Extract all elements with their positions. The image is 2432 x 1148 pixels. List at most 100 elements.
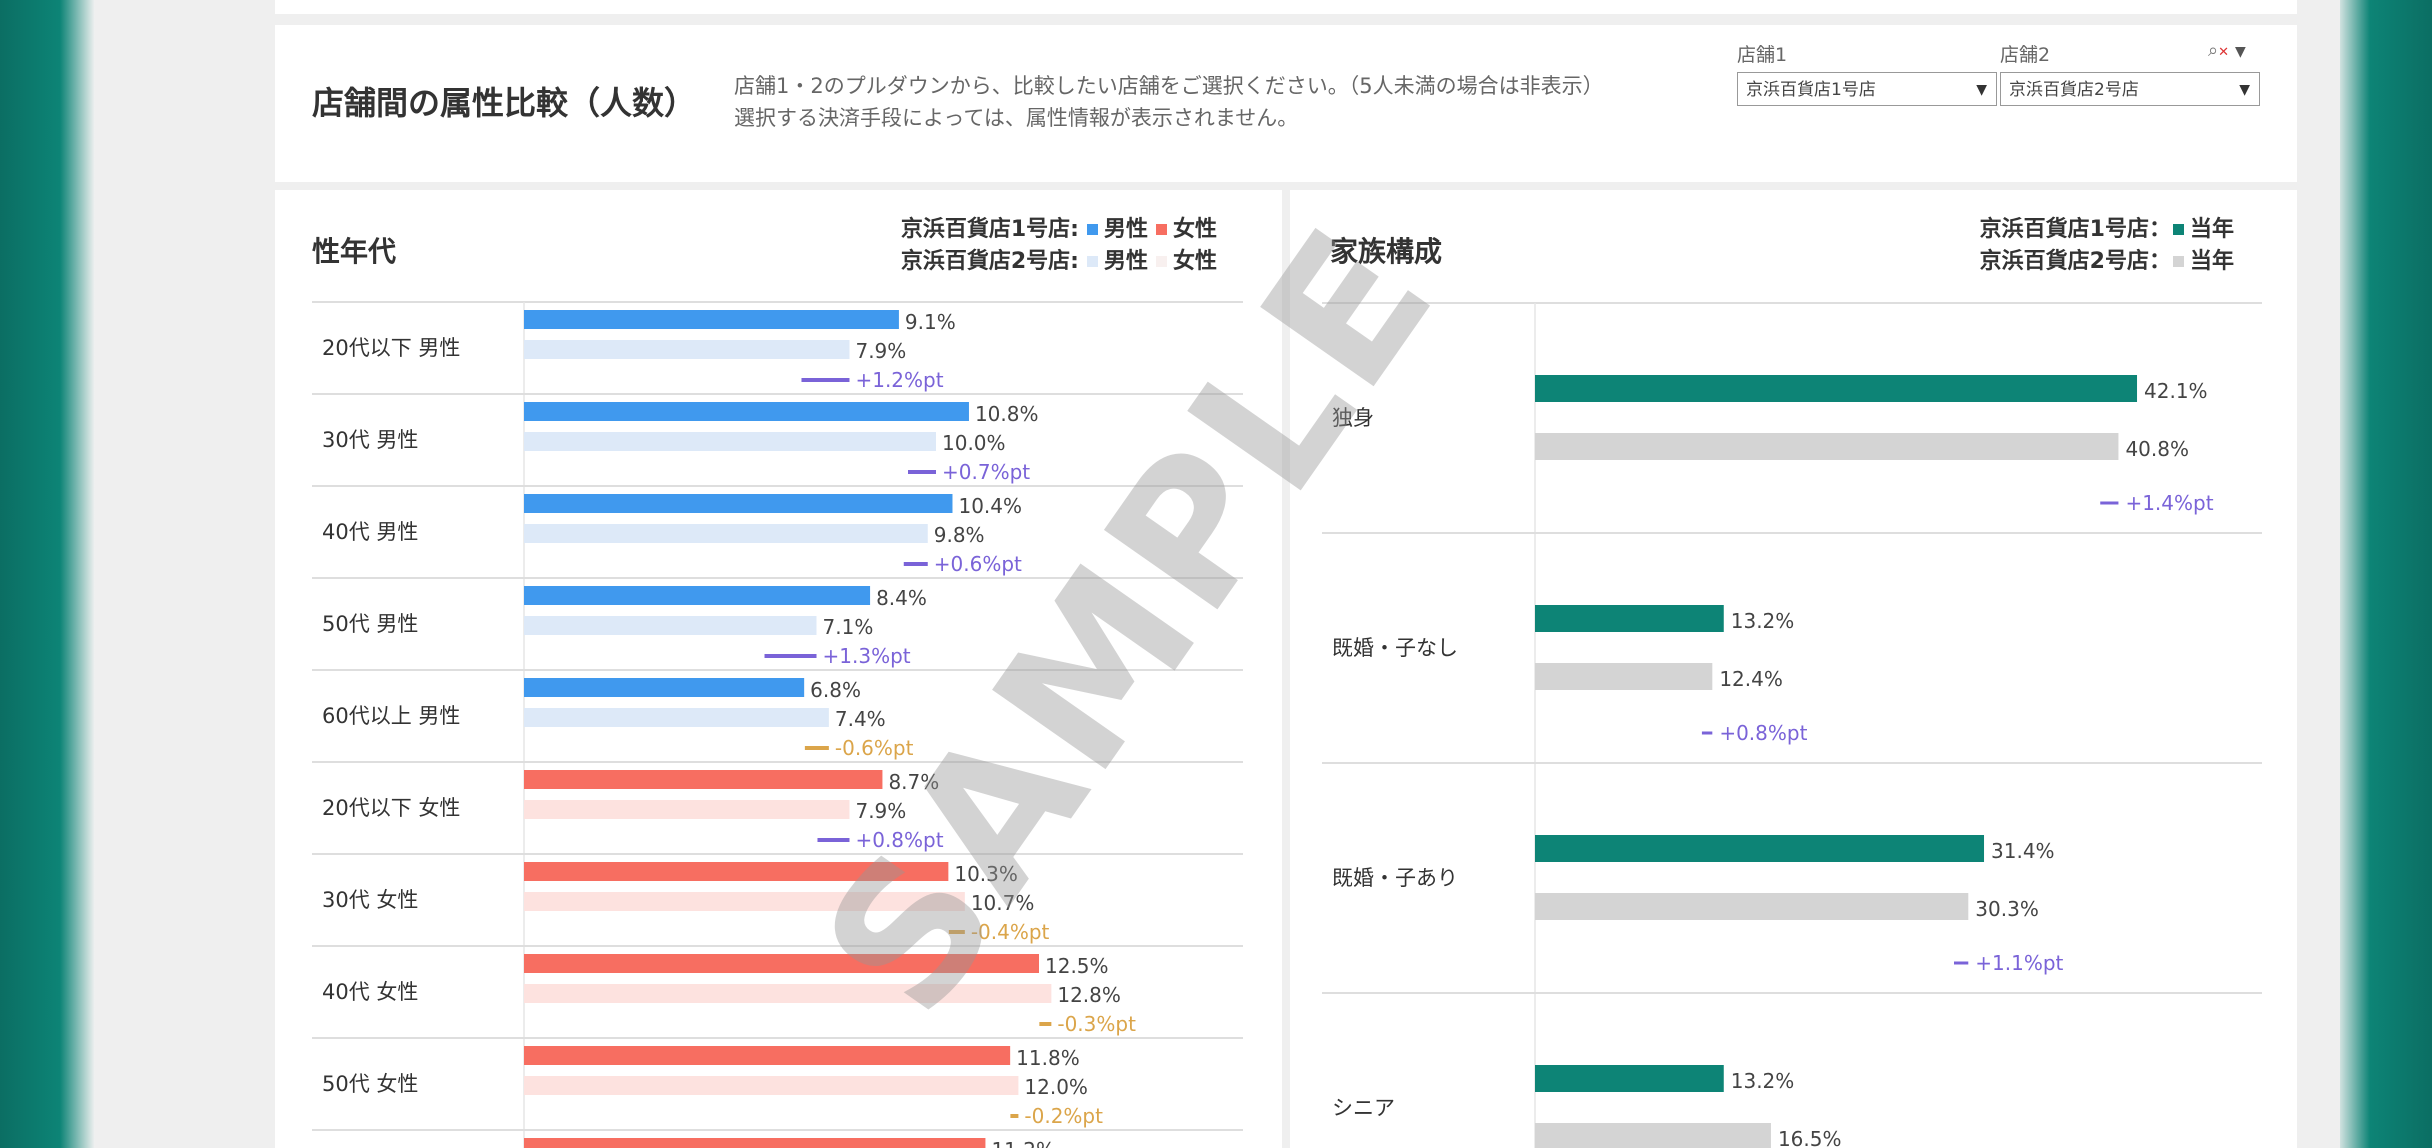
- legend-swatch: [1155, 255, 1167, 267]
- page-title: 店舗間の属性比較（人数）: [312, 84, 697, 122]
- bar-store2: [524, 524, 928, 543]
- legend-swatch: [2172, 255, 2184, 267]
- gender-age-title: 性年代: [312, 235, 397, 268]
- legend-female-label: 女性: [1172, 249, 1217, 274]
- store1-select[interactable]: 京浜百貨店1号店 ▼: [1737, 72, 1997, 106]
- value-label-store1: 42.1%: [2144, 379, 2208, 403]
- diff-label: -0.4%pt: [971, 920, 1050, 944]
- value-label-store2: 9.8%: [934, 523, 985, 547]
- store2-label: 店舗2: [2000, 44, 2051, 66]
- legend-row-store2: 京浜百貨店2号店： 当年: [1980, 246, 2234, 278]
- value-label-store2: 7.4%: [835, 707, 886, 731]
- diff-label: +0.7%pt: [942, 460, 1030, 484]
- category-label: 既婚・子なし: [1332, 636, 1458, 660]
- value-label-store1: 10.3%: [954, 862, 1018, 886]
- value-label-store1: 31.4%: [1991, 839, 2055, 863]
- category-label: 既婚・子あり: [1332, 866, 1458, 890]
- bar-store1: [524, 678, 805, 697]
- diff-label: +1.1%pt: [1975, 951, 2063, 975]
- legend-male-label: 男性: [1103, 249, 1148, 274]
- category-label: 40代 女性: [322, 980, 418, 1004]
- category-label: 30代 女性: [322, 888, 418, 912]
- category-label: 50代 男性: [322, 612, 418, 636]
- value-label-store2: 7.1%: [823, 615, 874, 639]
- legend-row-store2: 京浜百貨店2号店: 男性 女性: [901, 246, 1217, 278]
- store1-label: 店舗1: [1737, 44, 1788, 66]
- bar-store1: [1535, 835, 1985, 862]
- legend-store2-label: 京浜百貨店2号店：: [1979, 249, 2171, 274]
- diff-label: +1.2%pt: [855, 368, 943, 392]
- bar-store1: [1535, 605, 1724, 632]
- value-label-store1: 11.8%: [1016, 1046, 1080, 1070]
- legend-swatch: [1155, 223, 1167, 235]
- legend-swatch: [1086, 223, 1098, 235]
- clear-filter-icon[interactable]: ⌕✕ ▼: [2208, 40, 2246, 61]
- bar-store2: [1535, 433, 2119, 460]
- bar-store2: [524, 1076, 1019, 1095]
- diff-label: +0.6%pt: [934, 552, 1022, 576]
- value-label-store1: 13.2%: [1731, 1069, 1795, 1093]
- bar-store1: [1535, 1065, 1724, 1092]
- legend-store1-label: 京浜百貨店1号店:: [900, 217, 1079, 242]
- header-description: 店舗1・2のプルダウンから、比較したい店舗をご選択ください。（5人未満の場合は非…: [734, 70, 1604, 134]
- gender-age-legend: 京浜百貨店1号店: 男性 女性 京浜百貨店2号店: 男性 女性: [901, 214, 1217, 278]
- diff-label: +0.8%pt: [855, 828, 943, 852]
- bar-store1: [524, 402, 969, 421]
- value-label-store1: 10.8%: [975, 402, 1039, 426]
- legend-current-label: 当年: [2189, 249, 2234, 274]
- value-label-store1: 12.5%: [1045, 954, 1109, 978]
- bar-store1: [524, 954, 1039, 973]
- chevron-down-icon: ▼: [2239, 82, 2250, 98]
- bar-store2: [524, 892, 965, 911]
- value-label-store1: 8.4%: [876, 586, 927, 610]
- category-label: シニア: [1332, 1096, 1395, 1120]
- family-title: 家族構成: [1330, 235, 1443, 268]
- bar-store2: [1535, 893, 1969, 920]
- value-label-store1: 8.7%: [888, 770, 939, 794]
- bar-store1: [524, 770, 883, 789]
- store2-select[interactable]: 京浜百貨店2号店 ▼: [2000, 72, 2260, 106]
- value-label-store2: 12.8%: [1057, 983, 1121, 1007]
- value-label-store1: 11.2%: [991, 1138, 1055, 1148]
- value-label-store1: 6.8%: [810, 678, 861, 702]
- bar-store1: [524, 1046, 1011, 1065]
- category-label: 40代 男性: [322, 520, 418, 544]
- value-label-store2: 12.0%: [1024, 1075, 1088, 1099]
- value-label-store2: 7.9%: [855, 339, 906, 363]
- diff-label: +1.3%pt: [823, 644, 911, 668]
- bar-store2: [1535, 1123, 1771, 1148]
- description-line-1: 店舗1・2のプルダウンから、比較したい店舗をご選択ください。（5人未満の場合は非…: [734, 74, 1604, 98]
- legend-swatch: [2172, 223, 2184, 235]
- legend-female-label: 女性: [1172, 217, 1217, 242]
- diff-label: -0.6%pt: [835, 736, 914, 760]
- value-label-store1: 10.4%: [958, 494, 1022, 518]
- legend-current-label: 当年: [2189, 217, 2234, 242]
- bar-store2: [524, 708, 829, 727]
- legend-swatch: [1086, 255, 1098, 267]
- category-label: 50代 女性: [322, 1072, 418, 1096]
- bar-store2: [524, 984, 1052, 1003]
- value-label-store1: 13.2%: [1731, 609, 1795, 633]
- legend-store1-label: 京浜百貨店1号店：: [1979, 217, 2171, 242]
- top-card-strip: [275, 0, 2297, 14]
- value-label-store2: 16.5%: [1778, 1127, 1842, 1148]
- bar-store1: [524, 586, 871, 605]
- category-label: 20代以下 男性: [322, 336, 460, 360]
- value-label-store1: 9.1%: [905, 310, 956, 334]
- bar-store2: [524, 340, 850, 359]
- bar-store2: [524, 432, 936, 451]
- diff-label: +1.4%pt: [2125, 491, 2213, 515]
- value-label-store2: 40.8%: [2125, 437, 2189, 461]
- category-label: 20代以下 女性: [322, 796, 460, 820]
- diff-label: +0.8%pt: [1719, 721, 1807, 745]
- description-line-2: 選択する決済手段によっては、属性情報が表示されません。: [734, 106, 1299, 130]
- legend-row-store1: 京浜百貨店1号店： 当年: [1980, 214, 2234, 246]
- value-label-store2: 10.7%: [971, 891, 1035, 915]
- category-label: 独身: [1332, 406, 1374, 430]
- bar-store1: [524, 310, 899, 329]
- family-legend: 京浜百貨店1号店： 当年 京浜百貨店2号店： 当年: [1980, 214, 2234, 278]
- store1-select-value: 京浜百貨店1号店: [1746, 80, 1876, 100]
- legend-store2-label: 京浜百貨店2号店:: [900, 249, 1079, 274]
